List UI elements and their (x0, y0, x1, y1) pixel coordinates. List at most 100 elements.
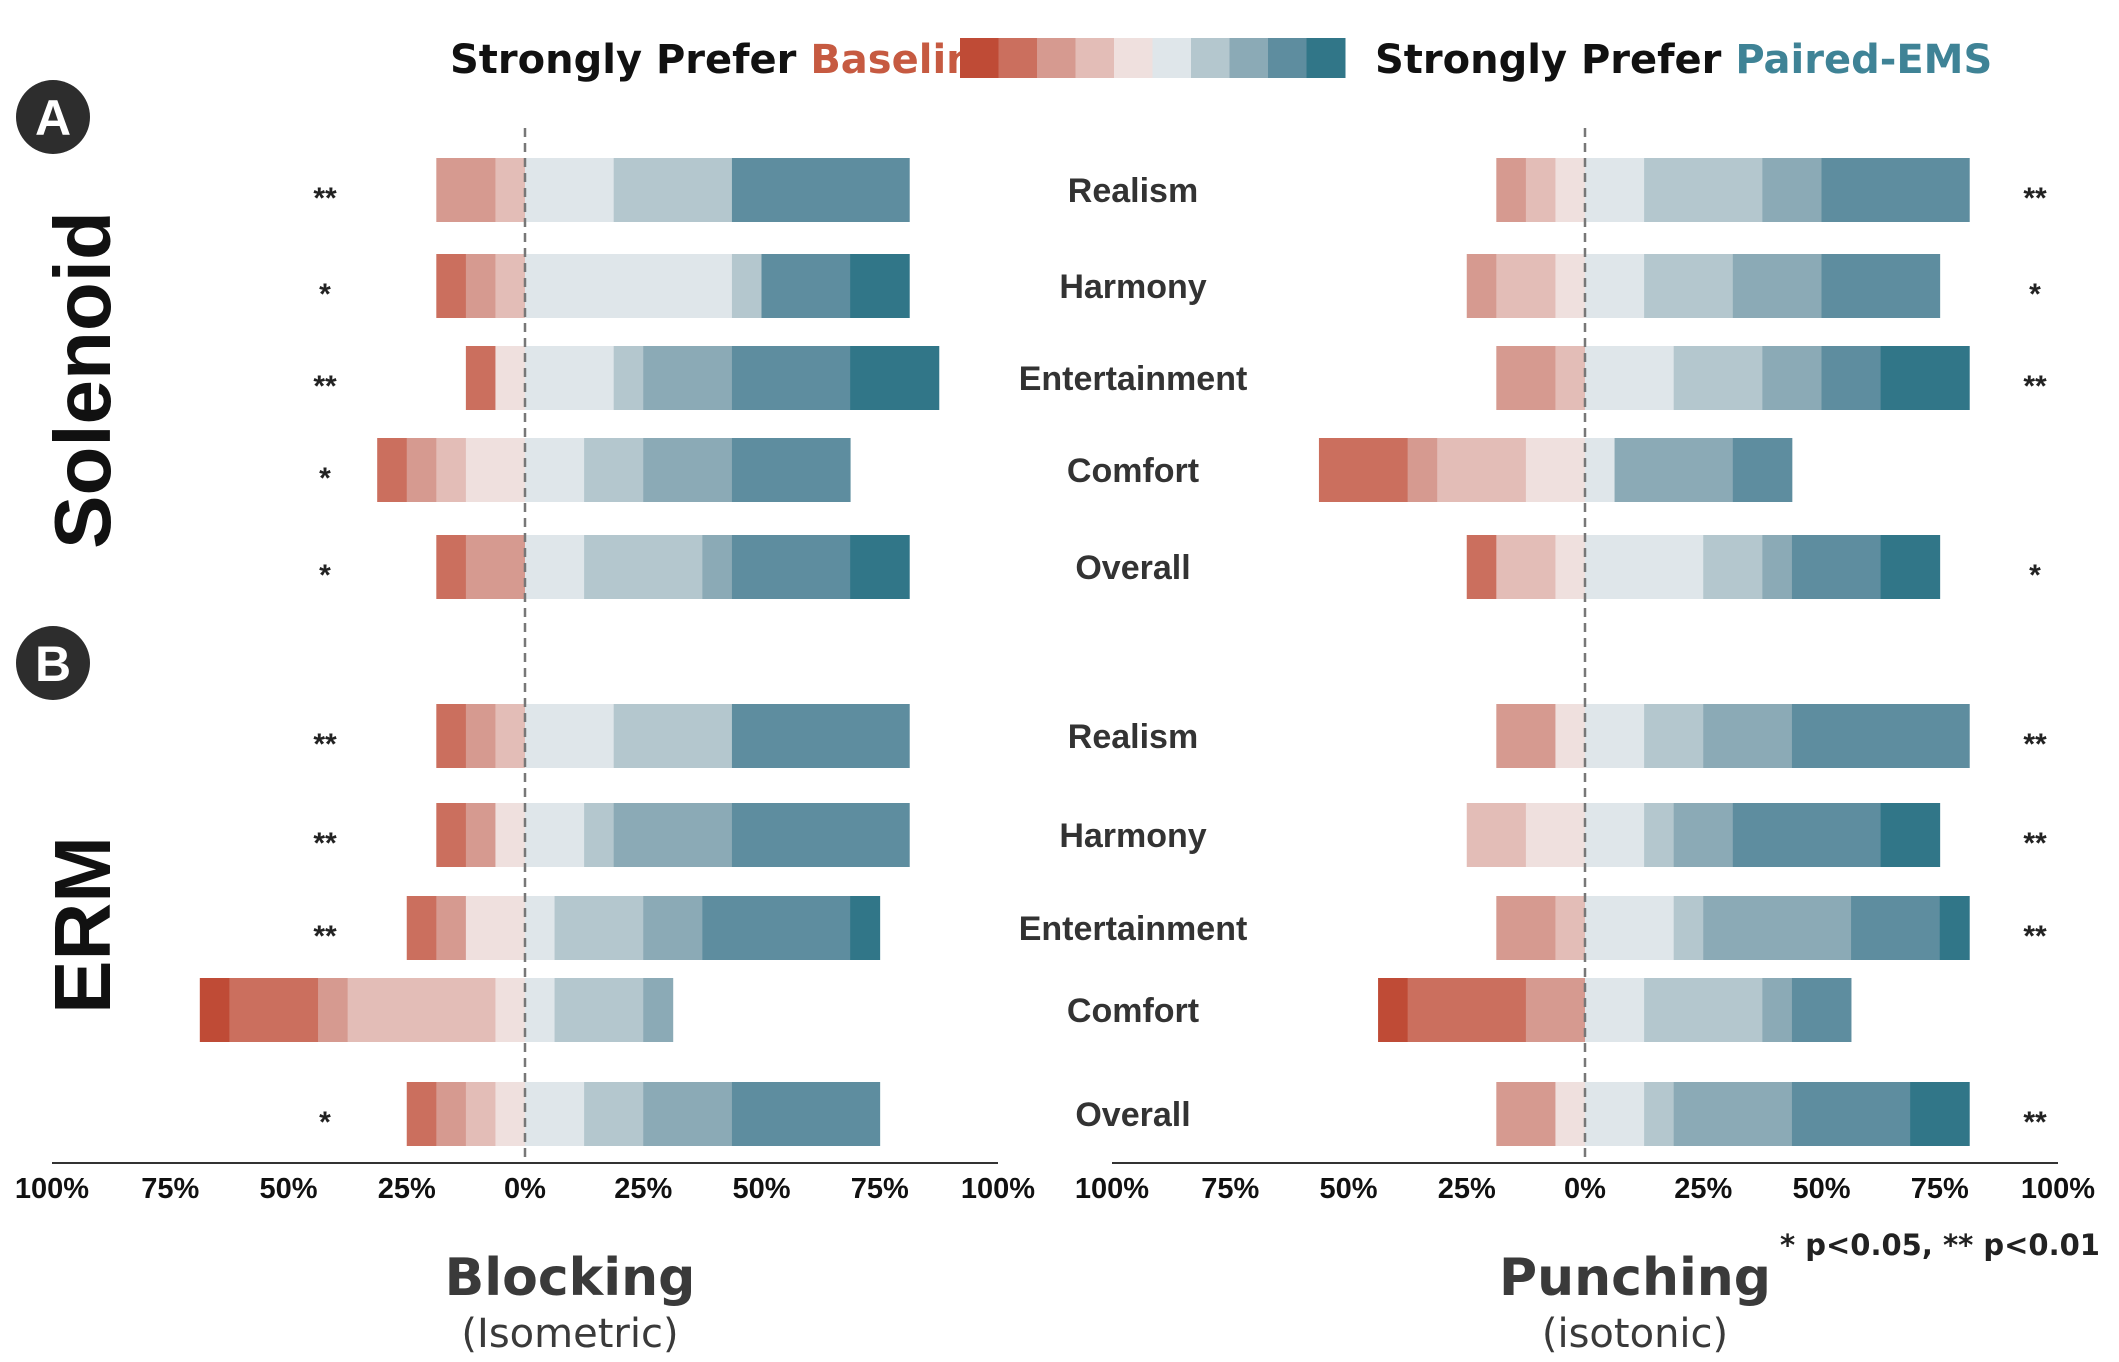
bar-segment-2 (406, 896, 437, 960)
bar-segment-9 (1791, 978, 1852, 1042)
group-b-badge (16, 626, 90, 700)
bar-segment-4 (347, 978, 496, 1042)
bar-row-solenoid-entertainment: ** (313, 346, 940, 410)
significance-marker: ** (2023, 182, 2047, 215)
bar-segment-7 (584, 438, 644, 502)
significance-marker: * (319, 559, 331, 592)
bar-segment-5 (1555, 254, 1586, 318)
bar-segment-4 (495, 254, 526, 318)
panel-title: Blocking (445, 1248, 696, 1308)
x-tick-label: 25% (1438, 1173, 1496, 1205)
legend-swatch-1 (960, 38, 999, 78)
bar-segment-8 (1762, 346, 1822, 410)
bar-segment-6 (525, 254, 733, 318)
legend-swatch-6 (1152, 38, 1192, 78)
bar-row-erm-harmony: ** (313, 803, 910, 867)
bar-segment-6 (1585, 438, 1615, 502)
bar-segment-8 (643, 438, 733, 502)
bar-segment-4 (1555, 896, 1586, 960)
bar-segment-3 (436, 896, 467, 960)
panel-subtitle: (isotonic) (1542, 1311, 1728, 1357)
bar-segment-2 (436, 535, 467, 599)
bar-segment-10 (1880, 535, 1941, 599)
bar-segment-5 (495, 978, 526, 1042)
bar-segment-8 (1762, 158, 1822, 222)
bar-segment-7 (1644, 704, 1704, 768)
significance-marker: ** (2023, 370, 2047, 403)
bar-segment-8 (1762, 535, 1793, 599)
legend-right-prefix: Strongly Prefer (1375, 37, 1735, 83)
bar-segment-8 (643, 346, 733, 410)
bar-segment-6 (1585, 158, 1645, 222)
x-tick-label: 100% (961, 1173, 1035, 1205)
bar-segment-9 (731, 158, 910, 222)
bar-segment-5 (1525, 438, 1586, 502)
bar-segment-6 (1585, 704, 1645, 768)
bar-segment-6 (525, 803, 585, 867)
x-tick-label: 75% (141, 1173, 199, 1205)
bar-segment-2 (465, 346, 496, 410)
bar-row-solenoid-entertainment: ** (1496, 346, 2047, 410)
category-label-overall-2: Overall (1075, 1096, 1190, 1134)
bar-segment-7 (584, 535, 703, 599)
bar-segment-10 (1939, 896, 1970, 960)
significance-marker: ** (313, 182, 337, 215)
bar-segment-9 (1821, 346, 1882, 410)
bar-segment-6 (525, 1082, 585, 1146)
bar-segment-10 (850, 346, 940, 410)
bar-segment-10 (850, 254, 910, 318)
bar-segment-3 (436, 158, 496, 222)
bar-segment-9 (1791, 535, 1882, 599)
legend-left-prefix: Strongly Prefer (450, 37, 810, 83)
bar-segment-4 (465, 1082, 496, 1146)
bar-segment-6 (525, 896, 555, 960)
bar-row-erm-comfort (1378, 978, 1852, 1042)
bar-segment-8 (1614, 438, 1734, 502)
x-tick-label: 25% (378, 1173, 436, 1205)
legend-swatch-3 (1037, 38, 1076, 78)
group-a-badge (16, 80, 90, 154)
category-label-comfort-1: Comfort (1067, 452, 1199, 490)
legend-right-highlight: Paired-EMS (1735, 37, 1992, 83)
bar-segment-1 (199, 978, 230, 1042)
bar-segment-3 (1407, 438, 1438, 502)
bar-segment-5 (1555, 535, 1586, 599)
bar-segment-2 (1318, 438, 1409, 502)
significance-marker: ** (2023, 1106, 2047, 1139)
bar-segment-4 (1525, 158, 1556, 222)
category-label-realism-1: Realism (1068, 172, 1198, 210)
significance-marker: ** (2023, 920, 2047, 953)
bar-segment-8 (702, 535, 733, 599)
bar-segment-6 (1585, 254, 1645, 318)
bar-segment-9 (1851, 896, 1941, 960)
bar-segment-7 (613, 346, 644, 410)
group-b-badge-text: B (35, 636, 71, 692)
bar-segment-4 (436, 438, 467, 502)
bar-segment-3 (436, 1082, 467, 1146)
bar-segment-3 (465, 803, 496, 867)
bar-segment-7 (1673, 896, 1704, 960)
bar-segment-9 (1791, 1082, 1911, 1146)
panel-punching: **************100% 75% 50% 25% 0% 25% 50% 75% 10… (1075, 128, 2095, 1357)
bar-segment-3 (1466, 254, 1497, 318)
bar-segment-4 (495, 704, 526, 768)
significance-marker: ** (313, 370, 337, 403)
bar-segment-8 (1762, 978, 1793, 1042)
significance-marker: * (319, 1106, 331, 1139)
group-a-badge-text: A (35, 90, 71, 146)
x-tick-label: 75% (1911, 1173, 1969, 1205)
bar-segment-9 (731, 535, 851, 599)
category-label-entertainment-2: Entertainment (1019, 910, 1248, 948)
group-a: A Solenoid (16, 80, 127, 549)
bar-segment-2 (377, 438, 408, 502)
group-a-label: Solenoid (38, 211, 127, 549)
bar-segment-8 (643, 896, 703, 960)
bar-segment-6 (525, 346, 615, 410)
bar-segment-3 (1496, 896, 1556, 960)
x-tick-label: 0% (1564, 1173, 1606, 1205)
category-label-harmony-2: Harmony (1059, 817, 1206, 855)
bar-segment-5 (1525, 803, 1586, 867)
bar-segment-2 (1466, 535, 1497, 599)
bar-segment-4 (1496, 254, 1556, 318)
